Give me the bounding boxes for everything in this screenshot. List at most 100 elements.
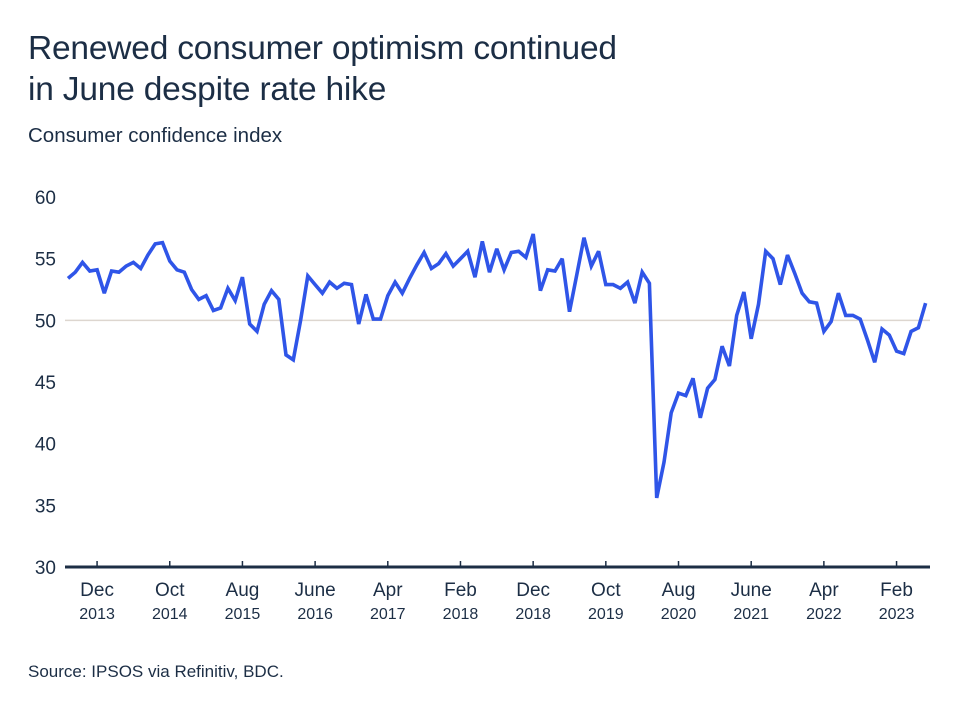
data-point: [560, 257, 564, 261]
data-point: [190, 288, 194, 292]
data-point: [677, 391, 681, 395]
data-point: [451, 264, 455, 268]
data-point: [895, 349, 899, 353]
data-point: [408, 277, 412, 281]
source-note: Source: IPSOS via Refinitiv, BDC.: [28, 662, 284, 681]
data-point: [66, 277, 70, 281]
data-point: [124, 264, 128, 268]
data-point: [749, 337, 753, 341]
data-point: [110, 269, 114, 273]
data-point: [546, 268, 550, 272]
data-point: [771, 257, 775, 261]
data-point: [132, 261, 136, 265]
data-point: [575, 273, 579, 277]
data-point: [393, 280, 397, 284]
data-point: [597, 250, 601, 254]
x-tick-label-month: Dec: [80, 580, 114, 601]
data-point: [146, 253, 150, 257]
x-tick-label-year: 2023: [879, 606, 915, 623]
data-point: [284, 353, 288, 357]
data-point: [350, 283, 354, 287]
x-tick-label-month: Apr: [373, 580, 403, 601]
x-tick-label-year: 2019: [588, 606, 624, 623]
data-point: [655, 496, 659, 500]
data-point: [728, 364, 732, 368]
data-point: [873, 361, 877, 365]
data-point: [626, 280, 630, 284]
y-axis: 30 35 40 45 50 55 60: [35, 188, 56, 579]
x-tick-label-month: Apr: [809, 580, 839, 601]
chart-subtitle: Consumer confidence index: [28, 124, 283, 147]
data-point: [706, 386, 710, 390]
data-point: [379, 317, 383, 321]
y-tick-label: 55: [35, 250, 56, 271]
data-point: [204, 294, 208, 298]
data-point: [815, 301, 819, 305]
data-point: [277, 298, 281, 302]
data-point: [568, 310, 572, 314]
data-point: [219, 306, 223, 310]
data-point: [74, 270, 78, 274]
x-tick-label-year: 2022: [806, 606, 842, 623]
data-point: [117, 270, 121, 274]
data-point: [168, 259, 172, 263]
data-point: [81, 261, 85, 265]
data-point: [829, 320, 833, 324]
data-point: [481, 240, 485, 244]
chart-title-line-2: in June despite rate hike: [28, 71, 387, 108]
data-point: [248, 322, 252, 326]
x-tick-label-year: 2017: [370, 606, 406, 623]
data-point: [858, 317, 862, 321]
data-point: [611, 283, 615, 287]
x-tick-label-month: Oct: [591, 580, 621, 601]
data-point: [103, 291, 107, 295]
data-point: [924, 301, 928, 305]
data-point: [313, 283, 317, 287]
series-line-consumer-confidence: [66, 233, 928, 499]
data-point: [808, 300, 812, 304]
y-tick-label: 35: [35, 496, 56, 517]
data-point: [735, 314, 739, 318]
data-point: [444, 252, 448, 256]
data-point: [175, 268, 179, 272]
data-point: [742, 290, 746, 294]
data-point: [699, 416, 703, 420]
x-tick-label-year: 2015: [225, 606, 261, 623]
data-point: [241, 275, 245, 279]
data-point: [226, 287, 230, 291]
data-point: [764, 250, 768, 254]
data-point: [328, 280, 332, 284]
y-tick-label: 50: [35, 311, 56, 332]
data-point: [495, 247, 499, 251]
data-point: [648, 282, 652, 286]
data-point: [786, 253, 790, 257]
x-tick-label-year: 2016: [297, 606, 333, 623]
data-point: [233, 299, 237, 303]
x-tick-label-year: 2013: [79, 606, 115, 623]
data-point: [633, 301, 637, 305]
x-tick-label-month: Aug: [662, 580, 696, 601]
x-tick-label-year: 2021: [733, 606, 769, 623]
data-point: [691, 377, 695, 381]
data-point: [866, 338, 870, 342]
x-tick-label-month: June: [295, 580, 336, 601]
x-tick-label-month: Oct: [155, 580, 185, 601]
data-point: [386, 294, 390, 298]
chart-title-line-1: Renewed consumer optimism continued: [28, 30, 617, 67]
data-point: [837, 291, 841, 295]
y-tick-label: 40: [35, 435, 56, 456]
data-point: [270, 289, 274, 293]
data-point: [510, 251, 514, 255]
data-point: [415, 263, 419, 267]
data-point: [357, 322, 361, 326]
data-point: [757, 303, 761, 307]
data-point: [473, 275, 477, 279]
data-point: [539, 289, 543, 293]
data-point: [851, 314, 855, 318]
data-point: [466, 250, 470, 254]
data-point: [364, 293, 368, 297]
data-point: [502, 268, 506, 272]
data-point: [524, 256, 528, 260]
data-point: [292, 358, 296, 362]
